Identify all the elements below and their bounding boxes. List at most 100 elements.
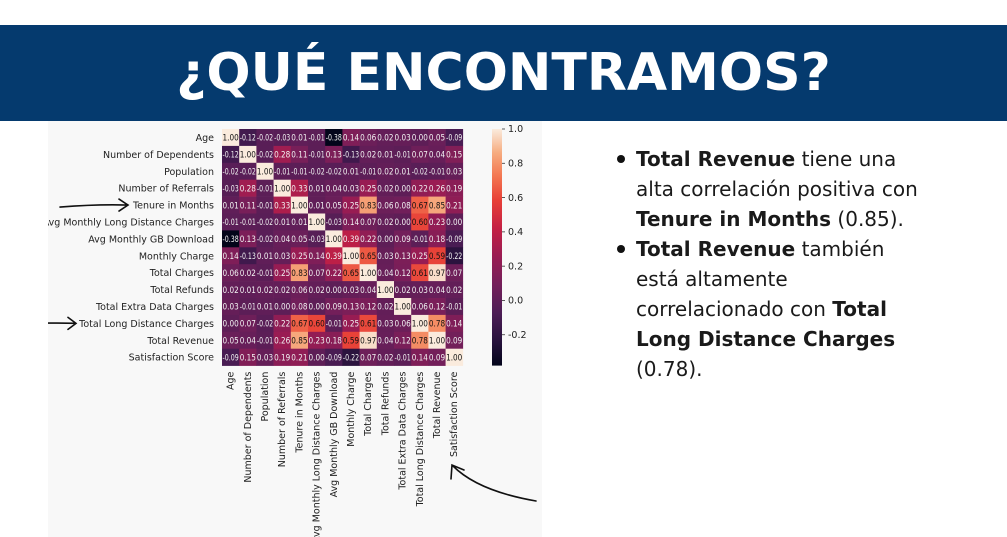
cell-value-label: 0.14 <box>343 218 359 228</box>
heatmap-cell <box>239 213 257 231</box>
cell-value-label: 1.00 <box>446 353 462 363</box>
cell-value-label: 0.01 <box>257 252 273 262</box>
cell-value-label: 0.01 <box>377 151 393 161</box>
cell-value-label: -0.02 <box>309 167 325 177</box>
heatmap-cell <box>290 264 309 282</box>
heatmap-cell <box>290 179 309 197</box>
y-tick-label: Population <box>164 167 214 178</box>
heatmap-cell <box>290 281 309 299</box>
finding-bold: Total Revenue <box>636 147 796 171</box>
heatmap-cell <box>342 129 360 147</box>
cell-value-label: 0.03 <box>343 184 359 194</box>
heatmap-cell <box>290 213 309 231</box>
heatmap-cell <box>394 162 412 180</box>
cell-value-label: 0.03 <box>223 303 239 313</box>
heatmap-cell <box>290 145 309 164</box>
heatmap-cell <box>342 230 360 248</box>
cell-value-label: 0.05 <box>429 134 445 144</box>
cell-value-label: 0.03 <box>395 134 411 144</box>
cell-value-label: 0.01 <box>291 218 307 228</box>
cell-value-label: 0.00 <box>395 218 411 228</box>
heatmap-cell <box>290 331 309 349</box>
heatmap-cell <box>376 281 395 299</box>
cell-value-label: 0.14 <box>343 134 359 144</box>
cell-value-label: -0.01 <box>274 167 290 177</box>
cell-value-label: -0.12 <box>240 134 256 144</box>
heatmap-cell <box>325 179 343 197</box>
heatmap-cell <box>445 281 464 299</box>
arrow-long-distance-icon <box>48 316 78 331</box>
heatmap-cell <box>222 264 240 282</box>
heatmap-cell <box>273 298 292 316</box>
heatmap-cell <box>359 179 378 197</box>
cell-value-label: 0.19 <box>274 353 290 363</box>
cell-value-label: 0.12 <box>395 269 411 279</box>
heatmap-cell <box>394 264 412 282</box>
heatmap-cell <box>394 314 412 333</box>
heatmap-cell <box>273 264 292 282</box>
cell-value-label: 0.14 <box>446 320 462 330</box>
heatmap-cell <box>411 179 429 197</box>
cell-value-label: 1.00 <box>291 201 307 211</box>
heatmap-cell <box>359 348 378 366</box>
cell-value-label: -0.09 <box>446 235 462 245</box>
heatmap-cell <box>394 331 412 349</box>
cell-value-label: 0.97 <box>360 336 376 346</box>
heatmap-cell <box>376 129 395 147</box>
cell-value-label: 0.60 <box>309 320 325 330</box>
heatmap-cell <box>428 196 446 214</box>
heatmap-cell <box>445 162 464 180</box>
heatmap-cell <box>428 145 446 164</box>
cell-value-label: 0.01 <box>309 184 325 194</box>
heatmap-cell <box>256 230 274 248</box>
heatmap-cell <box>256 331 274 349</box>
cell-value-label: 0.18 <box>326 336 342 346</box>
heatmap-cell <box>394 348 412 366</box>
heatmap-cell <box>445 213 464 231</box>
heatmap-cell <box>376 179 395 197</box>
cell-value-label: 0.02 <box>223 286 239 296</box>
cell-value-label: 0.39 <box>326 252 342 262</box>
heatmap-cell <box>325 129 343 147</box>
cell-value-label: 0.03 <box>446 167 462 177</box>
heatmap-cell <box>273 281 292 299</box>
x-tick-label: Number of Referrals <box>277 372 288 468</box>
cell-value-label: 0.09 <box>446 336 462 346</box>
cell-value-label: 0.07 <box>240 320 256 330</box>
cell-value-label: 0.01 <box>240 286 256 296</box>
heatmap-cell <box>308 298 326 316</box>
y-tick-label: Total Charges <box>149 268 214 279</box>
x-tick-label: Tenure in Months <box>294 372 305 454</box>
x-tick-label: Population <box>260 372 271 422</box>
finding-bold: Total Revenue <box>636 237 796 261</box>
heatmap-cell <box>325 247 343 265</box>
y-tick-label: Total Extra Data Charges <box>95 302 214 313</box>
cell-value-label: 0.04 <box>377 336 393 346</box>
cell-value-label: 0.59 <box>343 336 359 346</box>
cell-value-label: 0.04 <box>274 235 290 245</box>
heatmap-cell <box>428 179 446 197</box>
cell-value-label: -0.03 <box>274 134 290 144</box>
cell-value-label: -0.38 <box>223 235 239 245</box>
heatmap-cell <box>273 179 292 197</box>
heatmap-cell <box>222 314 240 333</box>
heatmap-cell <box>394 129 412 147</box>
colorbar-tick-label: 0.4 <box>508 227 523 238</box>
cell-value-label: -0.01 <box>240 303 256 313</box>
x-tick-label: Number of Dependents <box>243 372 254 483</box>
cell-value-label: -0.09 <box>326 353 342 363</box>
cell-value-label: 0.00 <box>274 303 290 313</box>
heatmap-cell <box>376 213 395 231</box>
cell-value-label: 0.02 <box>395 286 411 296</box>
heatmap-cell <box>273 331 292 349</box>
heatmap-cell <box>411 213 429 231</box>
x-tick-label: Total Revenue <box>432 371 443 439</box>
finding-bold: Tenure in Months <box>636 207 832 231</box>
colorbar-tick-label: 1.0 <box>508 124 523 135</box>
heatmap-cell <box>445 264 464 282</box>
cell-value-label: 0.02 <box>257 286 273 296</box>
cell-value-label: 0.11 <box>291 151 307 161</box>
heatmap-cell <box>308 264 326 282</box>
colorbar-tick-label: 0.0 <box>508 296 523 307</box>
heatmap-cell <box>308 314 326 333</box>
